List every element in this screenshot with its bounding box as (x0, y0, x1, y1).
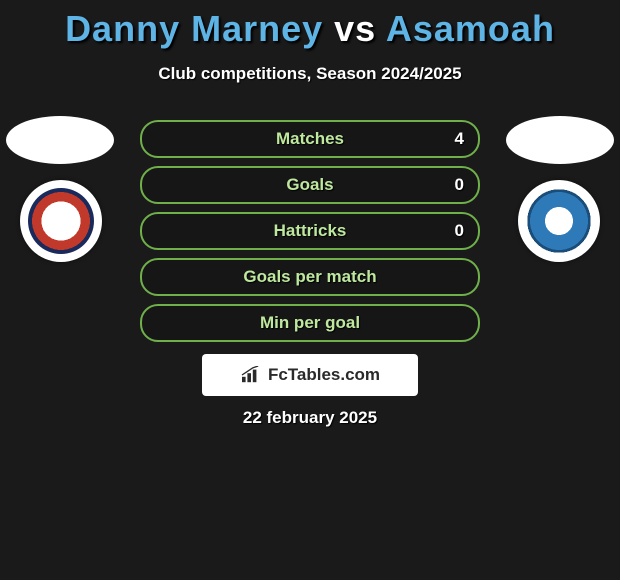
stat-right-value: 0 (455, 175, 464, 195)
stat-row-goals: Goals 0 (140, 166, 480, 204)
stat-row-min-per-goal: Min per goal (140, 304, 480, 342)
player1-name: Danny Marney (65, 8, 323, 49)
comparison-title: Danny Marney vs Asamoah (0, 0, 620, 50)
subtitle: Club competitions, Season 2024/2025 (0, 64, 620, 84)
vs-text: vs (334, 8, 376, 49)
stat-label: Min per goal (142, 313, 478, 333)
team2-badge (518, 180, 600, 262)
team1-badge (20, 180, 102, 262)
stat-right-value: 0 (455, 221, 464, 241)
chart-icon (240, 366, 262, 384)
stat-label: Goals per match (142, 267, 478, 287)
stat-label: Hattricks (142, 221, 478, 241)
infographic-date: 22 february 2025 (0, 408, 620, 428)
stats-table: Matches 4 Goals 0 Hattricks 0 Goals per … (140, 120, 480, 350)
player2-name: Asamoah (386, 8, 555, 49)
logo-text: FcTables.com (268, 365, 380, 385)
stat-label: Matches (142, 129, 478, 149)
stat-row-hattricks: Hattricks 0 (140, 212, 480, 250)
player2-avatar (506, 116, 614, 164)
wigan-athletic-badge (518, 180, 600, 262)
stat-row-goals-per-match: Goals per match (140, 258, 480, 296)
stat-label: Goals (142, 175, 478, 195)
stat-right-value: 4 (455, 129, 464, 149)
player1-avatar (6, 116, 114, 164)
fctables-logo: FcTables.com (202, 354, 418, 396)
crawley-town-badge (20, 180, 102, 262)
stat-row-matches: Matches 4 (140, 120, 480, 158)
